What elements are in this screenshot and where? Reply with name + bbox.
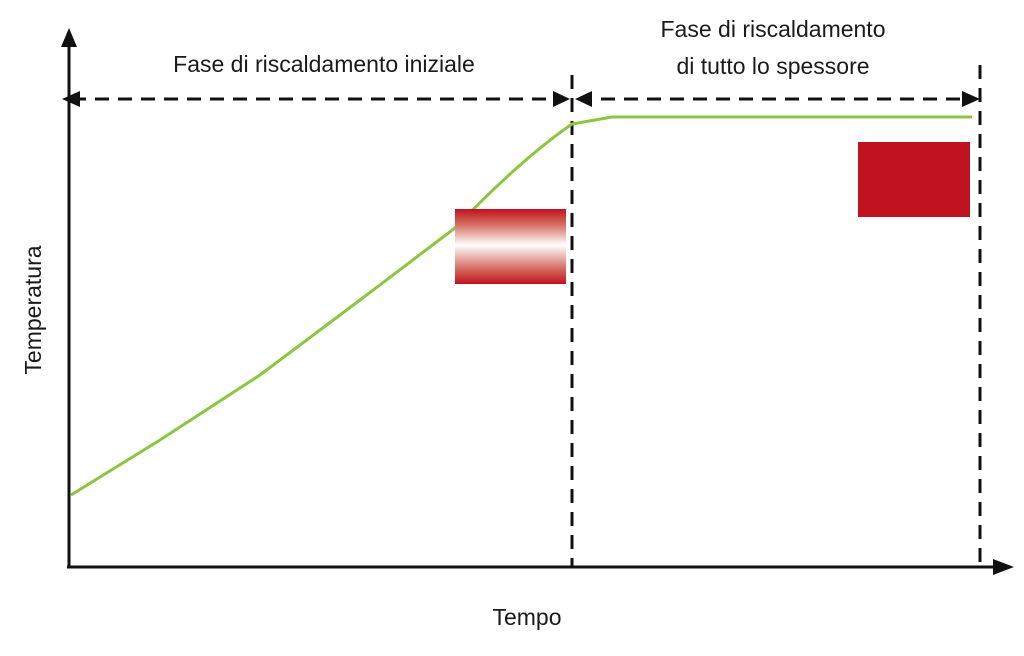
temperature-curve — [70, 115, 972, 497]
phase-span-2-arrow-right — [962, 91, 980, 107]
phase-spans — [62, 91, 980, 107]
phase-span-2-arrow-left — [575, 91, 592, 107]
y-axis-label: Temperatura — [20, 245, 46, 374]
axes — [61, 28, 1014, 575]
fully-heated-block — [858, 142, 970, 217]
phase-dividers — [570, 65, 982, 567]
phase-1-label: Fase di riscaldamento iniziale — [173, 51, 475, 77]
phase-span-1-arrow-right — [553, 91, 570, 107]
y-axis-arrow — [61, 28, 77, 47]
phase-2-label-line-1: Fase di riscaldamento — [661, 16, 886, 42]
surface-heated-block — [455, 209, 566, 284]
phase-span-1-arrow-left — [62, 91, 80, 107]
x-axis-arrow — [993, 559, 1014, 575]
phase-2-label-line-2: di tutto lo spessore — [676, 53, 869, 79]
x-axis-label: Tempo — [492, 604, 561, 630]
